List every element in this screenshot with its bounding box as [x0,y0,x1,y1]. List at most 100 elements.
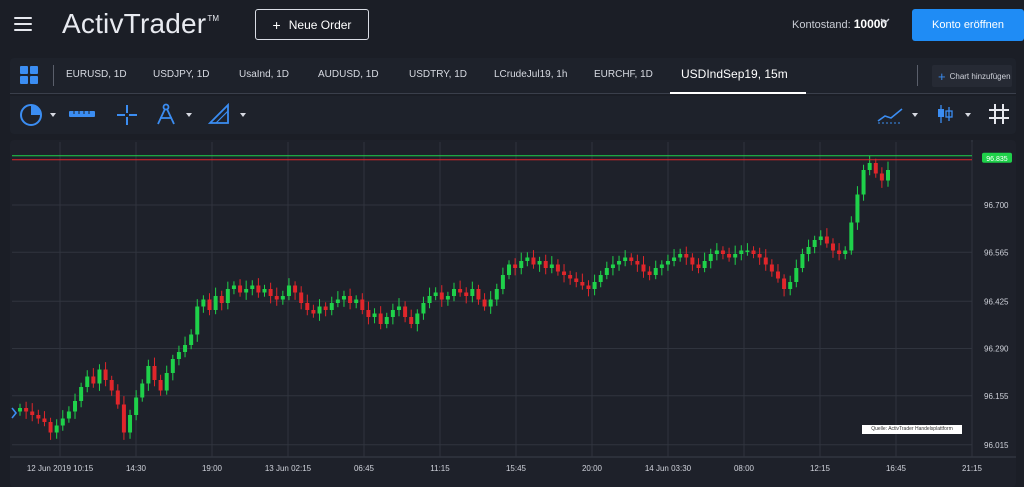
candle-body [48,422,53,433]
candle-body [690,257,695,265]
indicator-icon[interactable] [876,105,904,125]
candle-body [421,303,426,314]
chevron-right-icon[interactable] [10,406,18,420]
y-tick-label: 96.290 [984,345,1009,354]
tab-usdtry[interactable]: USDTRY, 1D [409,69,467,80]
x-tick-label: 21:15 [962,464,983,473]
chevron-down-icon[interactable] [186,113,192,117]
candle-body [507,264,512,275]
candle-body [806,247,811,254]
candle-body [568,275,573,279]
candle-body [439,292,444,300]
candle-body [427,296,432,303]
last-price-badge [982,152,1012,163]
candle-body [714,250,719,254]
candle-body [849,222,854,251]
tab-usdind[interactable]: USDIndSep19, 15m [681,67,788,81]
chevron-down-icon[interactable] [879,15,891,27]
candle-body [647,271,652,275]
candle-body [433,292,438,296]
tab-eurchf[interactable]: EURCHF, 1D [594,69,653,80]
price-chart[interactable]: 96.015 96.155 96.290 96.425 96.565 96.700 12 J… [10,140,1016,487]
balance-value: 10000 [853,17,888,31]
logo-text: ActivTrader [62,8,207,39]
chevron-down-icon[interactable] [912,113,918,117]
candle-body [415,313,420,324]
drawing-compass-icon[interactable] [154,102,178,126]
candle-body [121,404,126,433]
y-tick-label: 96.155 [984,392,1009,401]
candle-body [580,282,585,286]
chart-tab-bar: EURUSD, 1D USDJPY, 1D UsaInd, 1D AUDUSD,… [10,58,1016,94]
add-chart-label: Chart hinzufügen [949,71,1011,81]
candle-body [170,359,175,373]
candle-body [274,296,279,300]
candle-body [592,282,597,289]
chevron-down-icon[interactable] [50,113,56,117]
candle-body [293,285,298,293]
hamburger-menu-icon[interactable] [14,17,32,31]
account-balance[interactable]: Kontostand: 10000 [792,17,887,31]
candle-body [543,261,548,268]
tab-eurusd[interactable]: EURUSD, 1D [66,69,127,80]
pie-chart-icon[interactable] [18,102,44,128]
candlestick-type-icon[interactable] [936,103,954,125]
candle-body [189,334,194,345]
x-tick-label: 13 Jun 02:15 [265,464,312,473]
candle-body [329,303,334,310]
candle-body [665,261,670,265]
candle-body [739,250,744,254]
candle-body [24,408,29,412]
tab-usdjpy[interactable]: USDJPY, 1D [153,69,210,80]
candle-body [757,254,762,258]
source-caption: Quelle: ActivTrader Handelsplattform [862,425,962,434]
candle-body [598,275,603,282]
candle-body [360,299,365,310]
grid-toggle-icon[interactable] [988,103,1010,125]
chevron-down-icon[interactable] [240,113,246,117]
candle-body [470,289,475,296]
measure-icon[interactable] [68,108,96,120]
candle-body [843,250,848,254]
candle-body [500,275,505,289]
y-tick-label: 96.700 [984,201,1009,210]
candle-body [213,296,218,310]
open-account-button[interactable]: Konto eröffnen [912,9,1024,41]
app-logo: ActivTraderTM [62,8,219,40]
x-tick-label: 14:30 [126,464,147,473]
candle-body [696,264,701,268]
candle-body [678,254,683,258]
candle-body [164,373,169,391]
y-tick-label: 96.425 [984,297,1009,306]
candle-body [794,268,799,282]
candle-body [115,390,120,405]
candle-body [537,261,542,265]
layout-grid-icon[interactable] [20,66,38,84]
candlestick-chart[interactable]: 96.015 96.155 96.290 96.425 96.565 96.700 12 J… [10,140,1016,487]
tab-lcrude[interactable]: LCrudeJul19, 1h [494,69,568,80]
add-chart-button[interactable]: + Chart hinzufügen [932,65,1012,87]
candle-body [250,285,255,289]
candle-body [769,264,774,272]
candle-body [73,401,78,412]
candle-body [280,296,285,300]
new-order-button[interactable]: + Neue Order [255,9,369,40]
candle-body [140,383,145,398]
y-tick-label: 96.015 [984,441,1009,450]
candle-body [488,299,493,307]
candle-body [54,425,59,433]
candle-body [128,415,133,433]
candle-body [146,366,151,384]
candle-body [555,264,560,272]
candle-body [653,268,658,275]
candle-body [348,296,353,303]
tab-divider [10,93,1016,94]
candle-body [409,317,414,324]
crosshair-icon[interactable] [116,104,138,126]
active-tab-underline [670,92,806,94]
tab-usaind[interactable]: UsaInd, 1D [239,69,290,80]
chevron-down-icon[interactable] [965,113,971,117]
tab-audusd[interactable]: AUDUSD, 1D [318,69,379,80]
candle-body [42,418,47,422]
triangle-ruler-icon[interactable] [208,103,232,125]
